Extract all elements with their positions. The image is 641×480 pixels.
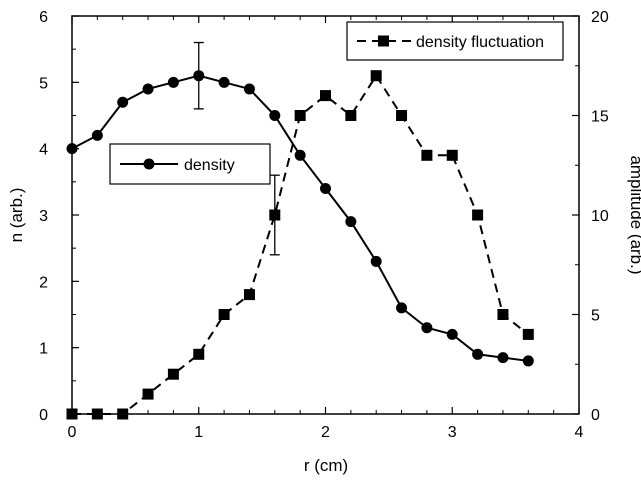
data-point — [320, 182, 331, 194]
data-point — [294, 149, 306, 161]
data-point — [421, 322, 433, 334]
data-point — [472, 209, 484, 221]
data-point — [218, 309, 230, 320]
data-point — [522, 355, 534, 367]
data-point — [396, 302, 408, 314]
x-tick-label: 0 — [68, 424, 77, 441]
data-point — [66, 143, 78, 155]
data-point — [421, 149, 433, 161]
data-point — [218, 76, 230, 88]
y-left-tick-label: 4 — [39, 142, 48, 159]
data-point — [243, 83, 255, 95]
data-point — [142, 83, 154, 95]
data-point — [497, 352, 509, 364]
legend-fluctuation: density fluctuation — [346, 21, 564, 61]
data-point — [370, 255, 382, 267]
y-axis-left-label: n (arb.) — [7, 188, 26, 243]
legend-density-label: density — [184, 157, 235, 174]
data-point — [117, 96, 129, 108]
data-point — [345, 216, 357, 228]
data-point — [193, 348, 205, 360]
data-point — [269, 209, 281, 221]
y-left-tick-label: 0 — [39, 407, 48, 424]
series-layer — [66, 41, 534, 420]
data-point — [472, 348, 484, 360]
y-left-tick-label: 2 — [39, 274, 48, 291]
x-tick-label: 1 — [194, 424, 203, 441]
data-point — [193, 70, 205, 82]
x-tick-label: 3 — [448, 424, 457, 441]
y-right-tick-label: 5 — [591, 308, 600, 325]
data-point — [91, 408, 103, 420]
legend-fluctuation-label: density fluctuation — [416, 34, 544, 51]
data-point — [167, 368, 179, 380]
data-point — [370, 70, 382, 82]
data-point — [243, 289, 255, 301]
series-density — [66, 41, 534, 367]
y-left-tick-label: 1 — [39, 341, 48, 358]
data-point — [446, 149, 458, 161]
y-right-tick-label: 0 — [591, 407, 600, 424]
y-right-tick-label: 10 — [591, 208, 609, 225]
data-point — [320, 90, 331, 102]
legend-density-marker — [143, 158, 155, 170]
data-point — [167, 76, 179, 88]
data-point — [497, 309, 509, 320]
data-point — [522, 328, 534, 340]
x-tick-label: 4 — [575, 424, 584, 441]
data-point — [269, 110, 281, 121]
x-axis-label: r (cm) — [304, 456, 348, 475]
y-right-tick-label: 15 — [591, 109, 609, 126]
x-tick-label: 2 — [321, 424, 330, 441]
data-point — [396, 110, 408, 121]
legend-fluctuation-marker — [378, 35, 389, 47]
y-left-tick-label: 5 — [39, 75, 48, 92]
data-point — [66, 408, 78, 420]
data-point — [142, 388, 154, 400]
y-left-tick-label: 3 — [39, 208, 48, 225]
y-axis-right-label: amplitude (arb.) — [627, 155, 641, 274]
data-point — [294, 110, 306, 121]
data-point — [91, 129, 103, 141]
y-left-tick-label: 6 — [39, 9, 48, 26]
data-point — [446, 328, 458, 340]
legend-density: density — [109, 143, 271, 185]
series-density-fluctuation — [66, 70, 534, 420]
series-line — [72, 73, 529, 415]
data-point — [117, 408, 129, 420]
data-point — [345, 110, 357, 121]
y-right-tick-label: 20 — [591, 9, 609, 26]
